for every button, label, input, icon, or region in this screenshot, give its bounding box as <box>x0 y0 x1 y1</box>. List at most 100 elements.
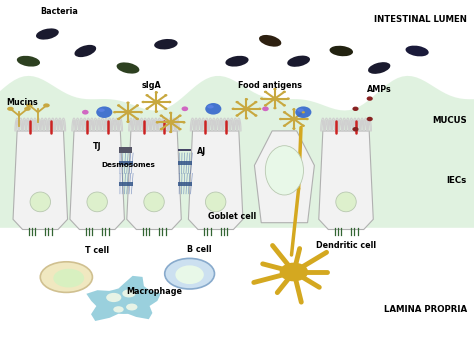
Ellipse shape <box>106 293 121 302</box>
Polygon shape <box>255 131 314 223</box>
Ellipse shape <box>231 107 235 110</box>
Ellipse shape <box>87 192 108 212</box>
Ellipse shape <box>262 106 269 111</box>
Ellipse shape <box>254 101 257 103</box>
Ellipse shape <box>272 97 278 101</box>
Ellipse shape <box>126 304 137 310</box>
Ellipse shape <box>160 115 163 117</box>
Ellipse shape <box>117 118 120 120</box>
Ellipse shape <box>205 192 226 212</box>
Ellipse shape <box>182 121 185 124</box>
Ellipse shape <box>254 114 257 117</box>
Text: INTESTINAL LUMEN: INTESTINAL LUMEN <box>374 15 467 24</box>
Text: Dendritic cell: Dendritic cell <box>316 241 376 250</box>
Ellipse shape <box>136 104 139 107</box>
Ellipse shape <box>154 39 178 49</box>
Ellipse shape <box>164 94 167 97</box>
Ellipse shape <box>74 45 96 57</box>
Text: AMPs: AMPs <box>367 85 392 94</box>
Ellipse shape <box>82 110 89 115</box>
Ellipse shape <box>236 101 239 103</box>
Ellipse shape <box>96 106 112 118</box>
Ellipse shape <box>146 94 149 97</box>
Polygon shape <box>70 131 124 230</box>
Ellipse shape <box>260 98 263 100</box>
Ellipse shape <box>283 124 286 127</box>
FancyBboxPatch shape <box>178 182 192 186</box>
Ellipse shape <box>165 258 214 289</box>
Ellipse shape <box>292 128 296 130</box>
Ellipse shape <box>264 104 267 106</box>
Text: TJ: TJ <box>93 142 102 151</box>
Ellipse shape <box>368 62 391 74</box>
Polygon shape <box>189 131 243 230</box>
Ellipse shape <box>336 192 356 212</box>
Ellipse shape <box>122 289 136 298</box>
Ellipse shape <box>265 146 303 195</box>
Ellipse shape <box>305 118 309 120</box>
Ellipse shape <box>264 91 267 93</box>
Ellipse shape <box>141 101 145 103</box>
Text: B cell: B cell <box>187 244 211 254</box>
Ellipse shape <box>367 97 373 101</box>
Polygon shape <box>86 276 161 321</box>
FancyBboxPatch shape <box>118 161 133 165</box>
Ellipse shape <box>53 269 84 288</box>
Text: Macrophage: Macrophage <box>126 287 182 296</box>
FancyBboxPatch shape <box>118 182 133 186</box>
Ellipse shape <box>178 115 182 117</box>
Ellipse shape <box>301 124 305 127</box>
Text: Bacteria: Bacteria <box>40 6 78 16</box>
Ellipse shape <box>207 105 214 108</box>
Ellipse shape <box>283 91 286 93</box>
Text: Food antigens: Food antigens <box>238 81 302 90</box>
Text: MUCUS: MUCUS <box>432 116 467 125</box>
Ellipse shape <box>352 127 358 131</box>
Ellipse shape <box>283 111 286 114</box>
Ellipse shape <box>226 56 248 67</box>
Ellipse shape <box>17 56 40 67</box>
Ellipse shape <box>24 107 31 111</box>
Ellipse shape <box>155 121 159 124</box>
Ellipse shape <box>286 98 290 100</box>
Ellipse shape <box>113 111 117 114</box>
Ellipse shape <box>168 120 173 124</box>
Ellipse shape <box>155 110 158 113</box>
FancyBboxPatch shape <box>178 149 191 151</box>
Polygon shape <box>0 76 474 228</box>
Ellipse shape <box>178 128 182 130</box>
Ellipse shape <box>36 29 59 39</box>
Ellipse shape <box>169 131 172 133</box>
Ellipse shape <box>175 265 204 284</box>
Ellipse shape <box>245 98 248 101</box>
Ellipse shape <box>352 106 358 111</box>
Ellipse shape <box>125 110 131 114</box>
Text: Mucins: Mucins <box>7 98 38 107</box>
Ellipse shape <box>154 100 159 104</box>
Ellipse shape <box>126 120 130 123</box>
Ellipse shape <box>258 107 262 110</box>
Ellipse shape <box>160 128 163 130</box>
Ellipse shape <box>140 111 143 114</box>
Ellipse shape <box>205 103 221 115</box>
Ellipse shape <box>273 107 276 109</box>
Ellipse shape <box>182 106 188 111</box>
Ellipse shape <box>245 117 248 120</box>
FancyBboxPatch shape <box>178 161 192 165</box>
Ellipse shape <box>367 117 373 121</box>
Ellipse shape <box>7 107 14 111</box>
Polygon shape <box>127 131 181 230</box>
Ellipse shape <box>40 262 92 292</box>
Ellipse shape <box>259 35 282 47</box>
Text: Desmosomes: Desmosomes <box>101 162 155 168</box>
Ellipse shape <box>169 112 172 114</box>
Ellipse shape <box>30 192 51 212</box>
Ellipse shape <box>292 108 296 111</box>
Ellipse shape <box>280 262 308 282</box>
Ellipse shape <box>168 101 172 103</box>
Ellipse shape <box>144 192 164 212</box>
Text: AJ: AJ <box>197 147 206 156</box>
Text: Goblet cell: Goblet cell <box>208 212 256 221</box>
Ellipse shape <box>244 107 249 111</box>
Text: sIgA: sIgA <box>142 81 162 90</box>
